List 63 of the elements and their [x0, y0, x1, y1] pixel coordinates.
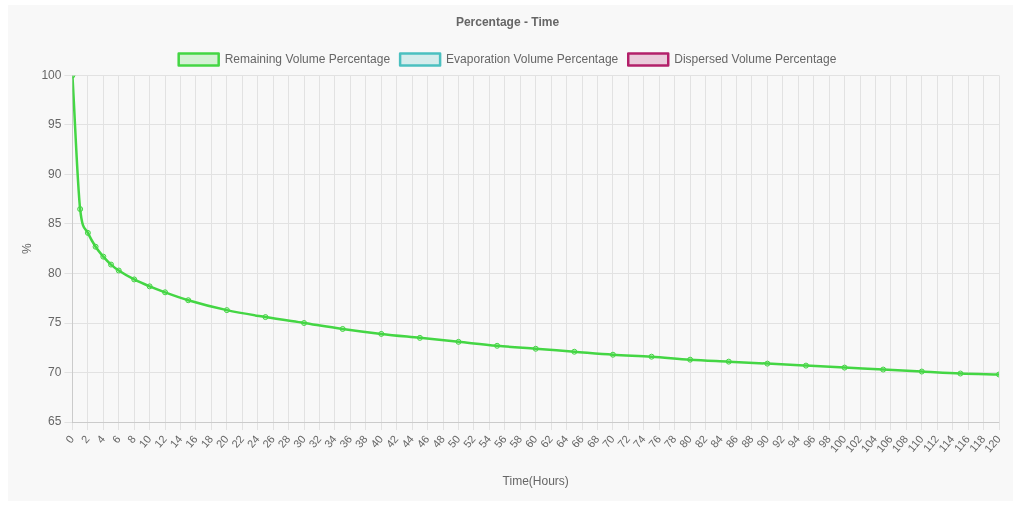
x-tick-label: 44: [398, 432, 417, 450]
x-tick-label: 64: [553, 432, 571, 450]
x-tick-label: 62: [537, 432, 556, 450]
x-tick-label: 4: [94, 432, 108, 446]
x-tick-label: 80: [676, 432, 694, 450]
x-tick-label: 88: [738, 432, 756, 450]
x-tick-label: 92: [769, 432, 787, 450]
x-tick-label: 6: [109, 432, 123, 446]
legend-label: Dispersed Volume Percentage: [674, 51, 837, 66]
x-tick-label: 10: [136, 432, 154, 450]
x-tick-label: 22: [229, 432, 247, 450]
x-tick-label: 82: [692, 432, 710, 450]
x-tick-label: 14: [167, 432, 185, 450]
x-tick-label: 26: [259, 432, 278, 450]
x-tick-label: 96: [800, 432, 818, 450]
x-tick-label: 38: [352, 432, 370, 450]
x-tick-label: 42: [383, 432, 401, 450]
x-tick-label: 18: [198, 432, 216, 450]
x-tick-label: 70: [599, 432, 617, 450]
x-tick-label: 54: [476, 432, 494, 450]
x-tick-label: 68: [584, 432, 602, 450]
y-tick-label: 85: [48, 216, 62, 231]
x-tick-label: 32: [306, 432, 324, 450]
x-tick-label: 90: [754, 432, 772, 450]
x-tick-label: 52: [460, 432, 478, 450]
x-tick-label: 94: [785, 432, 803, 450]
x-tick-label: 56: [491, 432, 509, 450]
x-tick-label: 8: [124, 432, 139, 446]
x-tick-label: 24: [244, 432, 262, 450]
legend-label: Evaporation Volume Percentage: [446, 51, 619, 66]
x-tick-label: 84: [707, 432, 725, 450]
x-tick-label: 66: [568, 432, 586, 450]
x-tick-label: 58: [507, 432, 525, 450]
x-tick-label: 16: [182, 432, 200, 450]
y-tick-label: 95: [48, 117, 62, 132]
x-tick-label: 60: [522, 432, 540, 450]
chart-title: Percentage - Time: [455, 14, 560, 29]
x-tick-label: 78: [661, 432, 679, 450]
x-tick-label: 74: [630, 432, 648, 450]
x-tick-label: 28: [275, 432, 293, 450]
x-tick-label: 40: [368, 432, 386, 450]
x-tick-label: 50: [445, 432, 463, 450]
y-tick-label: 70: [48, 364, 62, 379]
y-tick-label: 90: [48, 166, 62, 181]
x-tick-label: 30: [290, 432, 308, 450]
x-tick-label: 72: [615, 432, 633, 450]
x-tick-label: 48: [429, 432, 447, 450]
y-tick-label: 65: [48, 414, 62, 429]
x-tick-label: 12: [151, 432, 169, 450]
x-tick-label: 20: [213, 432, 231, 450]
y-axis-title: %: [19, 243, 34, 255]
x-tick-label: 86: [723, 432, 741, 450]
legend-label: Remaining Volume Percentage: [224, 51, 391, 66]
y-tick-label: 100: [41, 67, 62, 82]
x-tick-label: 36: [337, 432, 355, 450]
x-tick-label: 0: [63, 432, 77, 446]
x-tick-label: 46: [414, 432, 432, 450]
x-axis-title: Time(Hours): [502, 474, 569, 489]
x-tick-label: 34: [321, 432, 339, 450]
x-tick-label: 76: [646, 432, 664, 450]
y-tick-label: 80: [48, 265, 62, 280]
y-tick-label: 75: [48, 315, 62, 330]
x-tick-label: 2: [78, 432, 92, 446]
